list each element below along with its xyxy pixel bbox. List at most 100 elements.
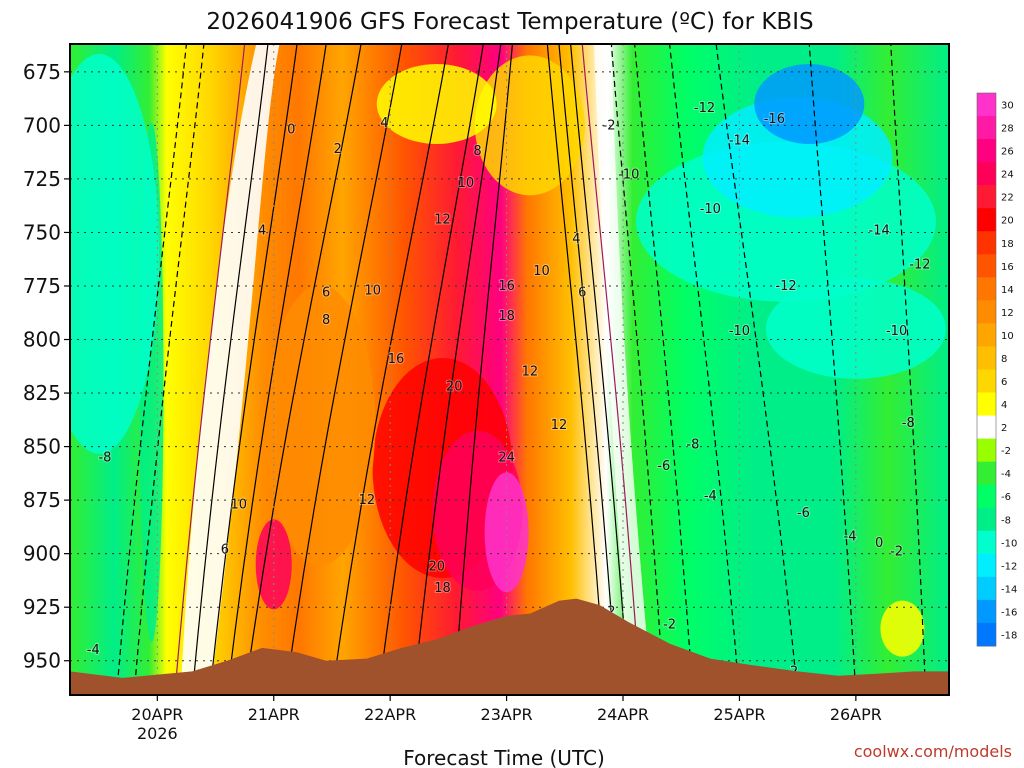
x-tick-label: 25APR xyxy=(713,705,765,724)
isotherm-line xyxy=(209,44,298,695)
colorbar-swatch xyxy=(977,277,996,301)
contour-label: 0 xyxy=(875,536,883,551)
colorbar-swatch xyxy=(977,369,996,394)
contour-label: -4 xyxy=(704,489,717,504)
isotherm-line xyxy=(808,44,857,695)
y-tick-label: 700 xyxy=(23,113,61,137)
colorbar-swatch xyxy=(977,254,996,278)
temperature-region xyxy=(376,63,497,144)
isotherm-line xyxy=(133,44,205,695)
colorbar-swatch xyxy=(977,576,996,601)
contour-label: -2 xyxy=(890,545,903,560)
colorbar-swatch xyxy=(977,116,996,140)
colorbar-label: 24 xyxy=(1001,170,1014,181)
colorbar-frame xyxy=(976,92,997,647)
isotherm-line xyxy=(546,44,607,695)
contour-label: 6 xyxy=(578,285,586,300)
contour-label: 20 xyxy=(428,560,445,575)
contour-label: 20 xyxy=(446,380,463,395)
contour-labels: 0248101216182024121246101820121016864106… xyxy=(86,100,961,695)
colorbar-label: 18 xyxy=(1001,239,1014,250)
plot-area: 0248101216182024121246101820121016864106… xyxy=(70,44,961,695)
contour-label: 10 xyxy=(231,497,248,512)
isotherm-line xyxy=(115,44,188,695)
contour-label: 2 xyxy=(334,142,342,157)
contour-label: 10 xyxy=(458,176,475,191)
y-tick-label: 875 xyxy=(23,488,61,512)
colorbar-swatch xyxy=(977,185,996,209)
colorbar-swatch xyxy=(977,392,996,417)
contour-label: 4 xyxy=(572,232,580,247)
colorbar-swatch xyxy=(977,415,996,440)
contour-label: 18 xyxy=(434,581,451,596)
colorbar-swatch xyxy=(977,93,996,117)
contour-label: -12 xyxy=(775,279,796,294)
isotherm-line xyxy=(890,44,927,695)
colorbar-label: -18 xyxy=(1001,630,1017,641)
isotherm-line xyxy=(174,44,246,695)
colorbar-swatch xyxy=(977,346,996,370)
zero-degree-band xyxy=(180,44,280,695)
contour-label: 16 xyxy=(498,279,515,294)
colorbar-swatch xyxy=(977,622,996,647)
contour-label: -12 xyxy=(909,258,930,273)
colorbar-swatch xyxy=(977,507,996,532)
x-tick-label: 22APR xyxy=(364,705,416,724)
contour-label: 12 xyxy=(522,365,539,380)
plot-frame xyxy=(69,43,950,696)
credit-link[interactable]: coolwx.com/models xyxy=(854,742,1012,761)
contour-label: 8 xyxy=(473,144,481,159)
temperature-region xyxy=(474,55,585,196)
isotherm-line xyxy=(412,44,502,695)
isotherm-line xyxy=(558,44,618,695)
contour-label: 8 xyxy=(322,313,330,328)
y-tick-label: 750 xyxy=(23,220,61,244)
colorbar-swatch xyxy=(977,553,996,578)
contour-label: -10 xyxy=(886,324,907,339)
contour-label: -14 xyxy=(869,223,890,238)
contour-label: 24 xyxy=(498,450,515,465)
contour-label: 12 xyxy=(359,493,376,508)
contour-label: 12 xyxy=(551,418,568,433)
contour-label: 6 xyxy=(322,285,330,300)
y-tick-label: 925 xyxy=(23,595,61,619)
isotherm-line xyxy=(948,44,949,61)
isotherm-line xyxy=(377,44,484,695)
contour-label: -2 xyxy=(663,617,676,632)
colorbar-label: 26 xyxy=(1001,147,1014,158)
contour-label: 4 xyxy=(380,116,388,131)
contour-label: 4 xyxy=(258,223,266,238)
colorbar-swatch xyxy=(977,461,996,486)
x-axis-label: Forecast Time (UTC) xyxy=(403,746,605,768)
colorbar-legend: 30 28 26 24 22 20 18 16 14 12 10 8 6 4 2 -2 -4 -6 -8 -10 -12… xyxy=(976,92,1017,647)
contour-label: 16 xyxy=(388,352,405,367)
contour-label: -4 xyxy=(87,643,100,658)
isotherm-line xyxy=(191,44,269,695)
contour-label: -16 xyxy=(764,112,785,127)
colorbar-label: -6 xyxy=(1001,492,1011,503)
contour-label: 12 xyxy=(434,213,451,228)
contour-label: -4 xyxy=(948,536,961,551)
isotherm-line xyxy=(715,44,799,695)
contour-label: -14 xyxy=(729,133,750,148)
temperature-region xyxy=(880,600,925,657)
y-tick-label: 725 xyxy=(23,167,61,191)
contour-label: -2 xyxy=(603,118,616,133)
x-tick-label: 23APR xyxy=(481,705,533,724)
temperature-region xyxy=(765,278,946,379)
contour-label: -8 xyxy=(98,450,111,465)
colorbar-swatch xyxy=(977,208,996,232)
x-tick-label: 26APR xyxy=(830,705,882,724)
colorbar-label: -2 xyxy=(1001,446,1011,457)
isotherm-line xyxy=(581,44,642,695)
isotherm-line xyxy=(668,44,741,695)
isotherm-line xyxy=(244,44,362,695)
colorbar-label: 4 xyxy=(1001,400,1007,411)
x-tick-label: 21APR xyxy=(248,705,300,724)
colorbar-label: 20 xyxy=(1001,216,1014,227)
y-tick-label: 850 xyxy=(23,435,61,459)
colorbar-label: -10 xyxy=(1001,538,1017,549)
terrain-surface xyxy=(70,598,949,695)
